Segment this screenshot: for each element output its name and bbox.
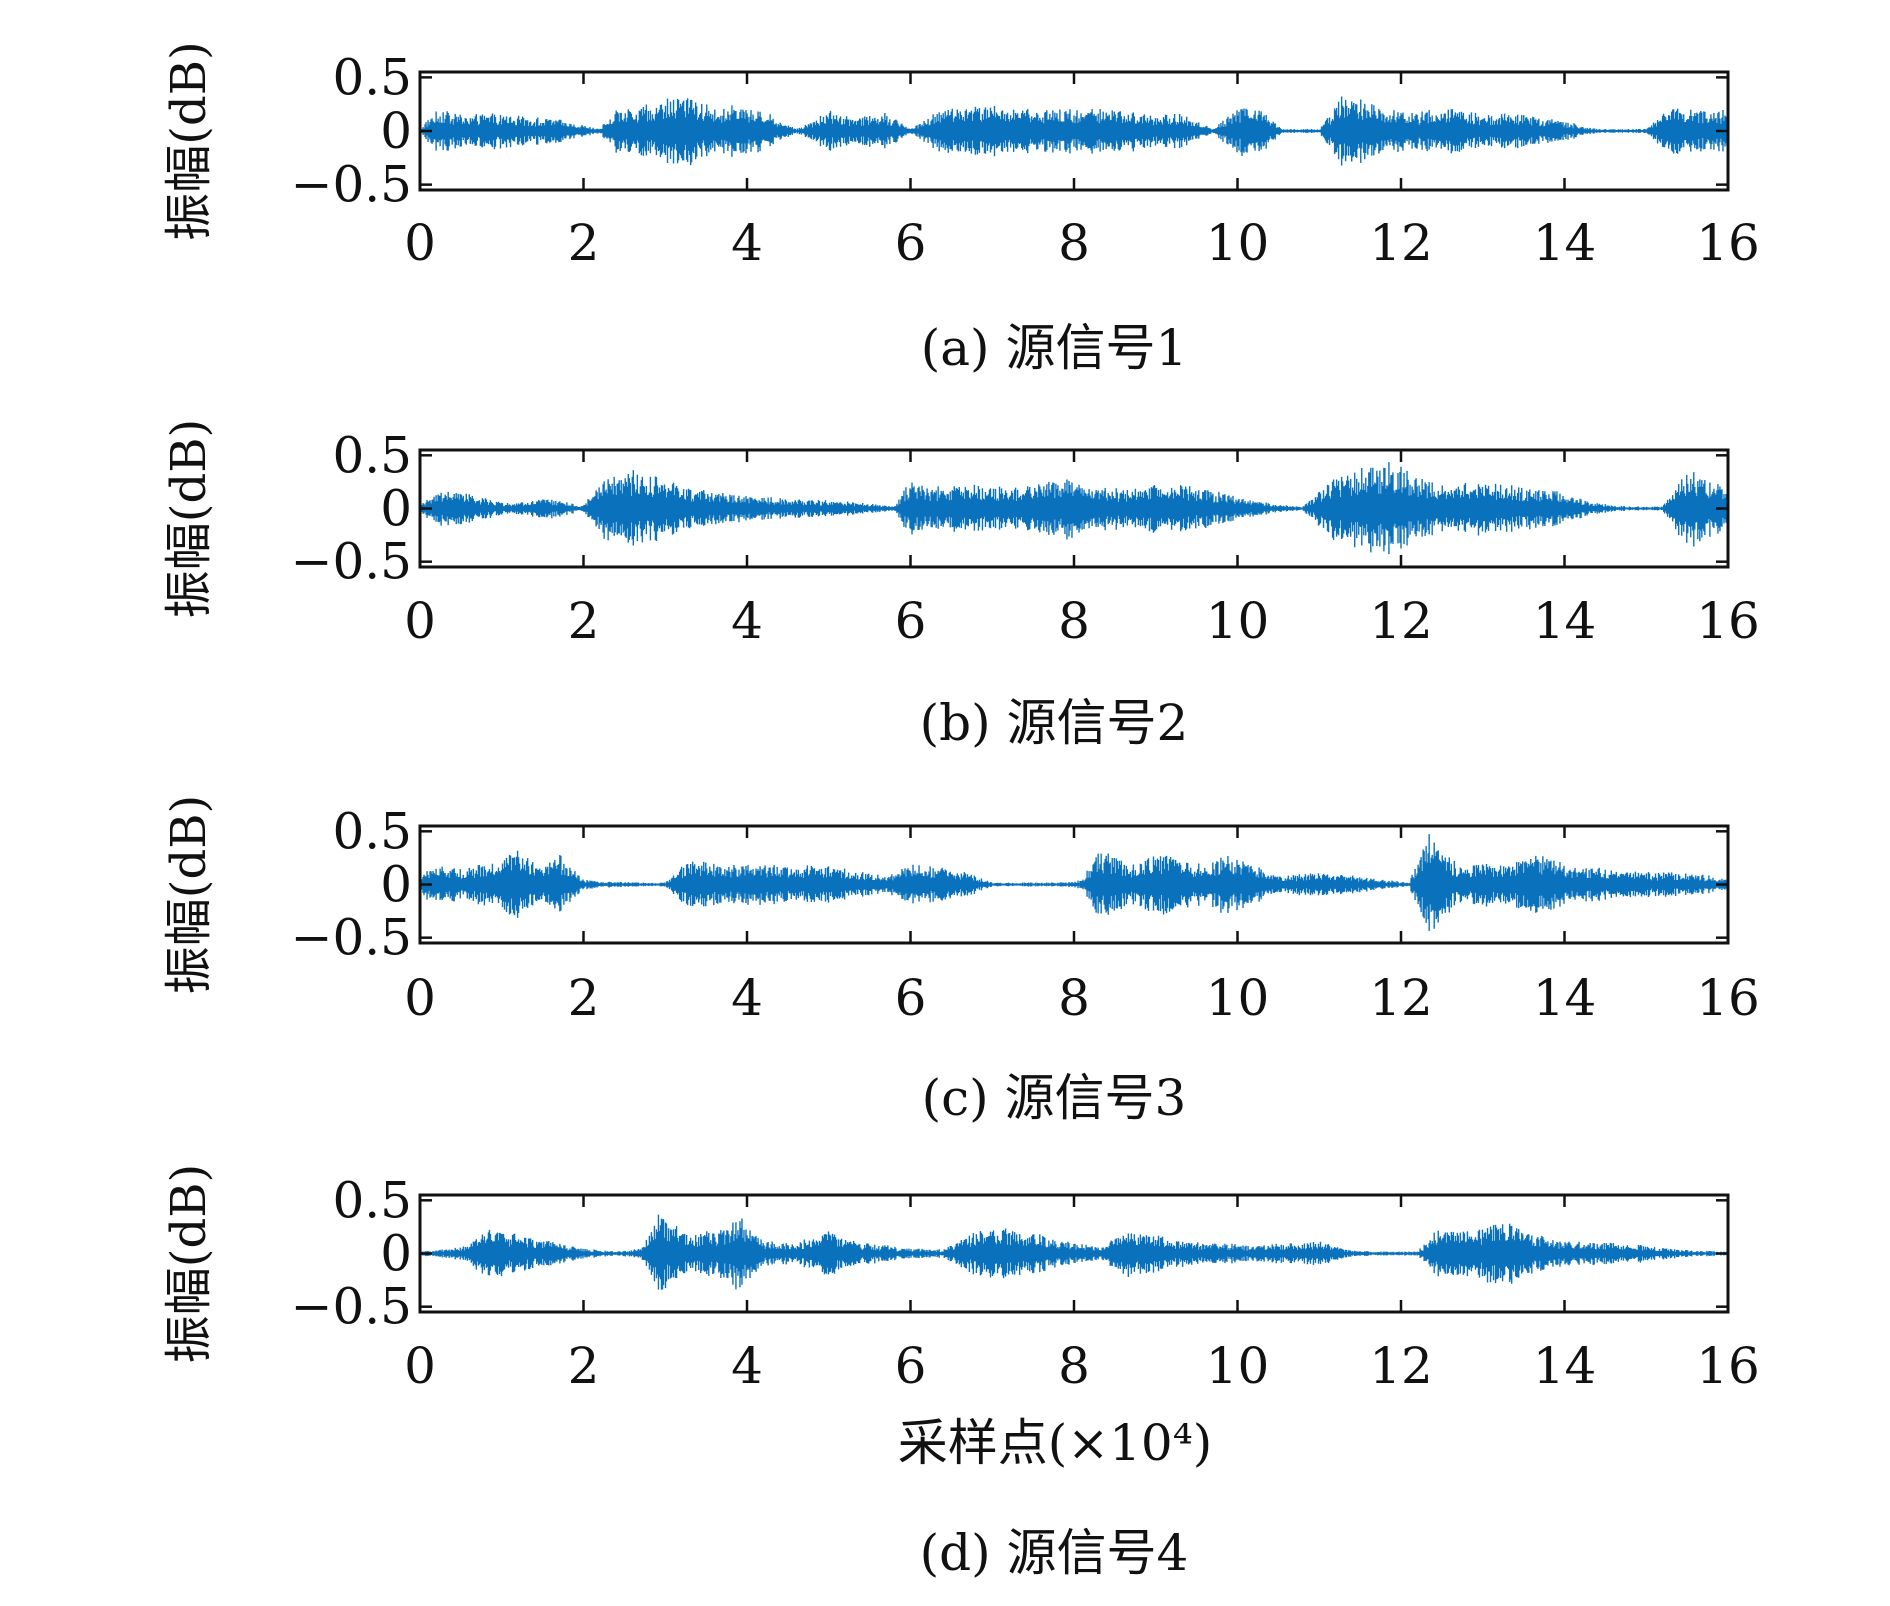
x-tick-label: 8 [1058,592,1090,650]
y-tick-label: −0.5 [291,533,412,591]
x-tick-label: 12 [1369,1337,1433,1395]
signal-waveform [419,1214,1729,1290]
x-tick-label: 10 [1206,214,1270,272]
y-tick-label: 0 [380,856,412,914]
signal-waveform [419,834,1729,931]
x-tick-label: 6 [895,1337,927,1395]
x-tick-label: 2 [568,969,600,1027]
x-tick-label: 0 [404,214,436,272]
panel-caption: (a) 源信号1 [921,319,1188,377]
y-tick-label: 0 [380,1225,412,1283]
x-tick-label: 2 [568,214,600,272]
x-tick-label: 6 [895,969,927,1027]
y-tick-label: −0.5 [291,1278,412,1336]
panel-caption: (b) 源信号2 [920,694,1189,752]
x-tick-label: 16 [1696,1337,1760,1395]
y-axis-label: 振幅(dB) [161,41,217,240]
panel-caption: (d) 源信号4 [920,1524,1189,1582]
x-tick-label: 0 [404,592,436,650]
x-tick-label: 16 [1696,969,1760,1027]
y-axis-label: 振幅(dB) [161,795,217,994]
x-tick-label: 14 [1533,592,1597,650]
x-tick-label: 12 [1369,214,1433,272]
x-tick-label: 14 [1533,1337,1597,1395]
x-tick-label: 4 [731,592,763,650]
y-axis-label: 振幅(dB) [161,1164,217,1363]
x-tick-label: 12 [1369,969,1433,1027]
x-tick-label: 2 [568,1337,600,1395]
panel-1: 0 2 4 6 8 10 12 14 160.50−0.5振幅(dB)(a) 源信号1 [161,41,1760,377]
x-tick-label: 6 [895,592,927,650]
y-tick-label: 0 [380,102,412,160]
x-tick-label: 4 [731,969,763,1027]
x-tick-label: 10 [1206,1337,1270,1395]
panel-2: 0 2 4 6 8 10 12 14 160.50−0.5振幅(dB)(b) 源信号2 [161,419,1760,752]
x-tick-label: 10 [1206,592,1270,650]
x-tick-label: 14 [1533,969,1597,1027]
x-tick-label: 0 [404,969,436,1027]
x-tick-label: 8 [1058,214,1090,272]
x-tick-label: 14 [1533,214,1597,272]
y-tick-label: 0.5 [332,48,412,106]
y-tick-label: 0 [380,480,412,538]
x-tick-label: 6 [895,214,927,272]
y-tick-label: −0.5 [291,156,412,214]
x-tick-label: 16 [1696,592,1760,650]
y-tick-label: 0.5 [332,802,412,860]
x-tick-label: 10 [1206,969,1270,1027]
x-tick-label: 0 [404,1337,436,1395]
panel-caption: (c) 源信号3 [922,1069,1187,1127]
y-tick-label: 0.5 [332,1171,412,1229]
panel-3: 0 2 4 6 8 10 12 14 160.50−0.5振幅(dB)(c) 源信号3 [161,795,1760,1127]
x-tick-label: 12 [1369,592,1433,650]
x-tick-label: 8 [1058,1337,1090,1395]
y-tick-label: −0.5 [291,909,412,967]
x-tick-label: 2 [568,592,600,650]
panel-4: 0 2 4 6 8 10 12 14 160.50−0.5振幅(dB)(d) 源信号4 [161,1164,1760,1582]
x-tick-label: 4 [731,1337,763,1395]
x-axis-label: 采样点(×10⁴) [898,1414,1213,1472]
x-tick-label: 8 [1058,969,1090,1027]
x-tick-label: 4 [731,214,763,272]
y-tick-label: 0.5 [332,426,412,484]
x-tick-label: 16 [1696,214,1760,272]
y-axis-label: 振幅(dB) [161,419,217,618]
